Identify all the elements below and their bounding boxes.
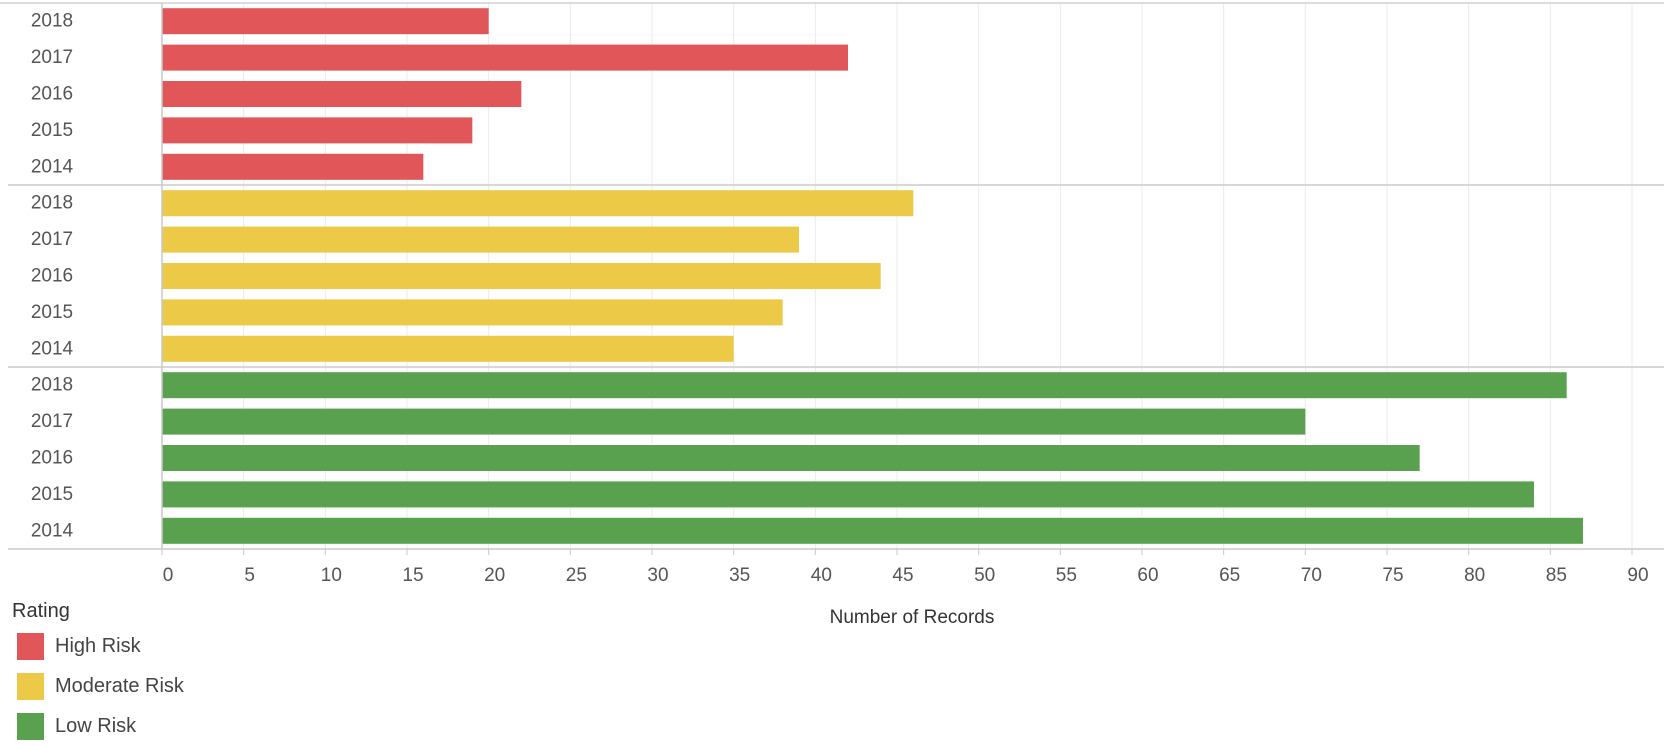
panel-divider-layer <box>0 2 1664 550</box>
x-tick-label-60: 60 <box>1137 565 1158 586</box>
bar-low-risk-2016[interactable] <box>162 445 1420 471</box>
bar-low-risk-2014[interactable] <box>162 517 1583 544</box>
legend-swatch-moderate-risk <box>17 672 44 700</box>
x-tick-label-10: 10 <box>321 565 342 586</box>
bar-layer <box>162 8 1583 544</box>
legend-label-high-risk: High Risk <box>55 634 141 657</box>
legend-title: Rating <box>12 600 70 622</box>
x-tick-label-20: 20 <box>484 565 505 586</box>
bar-moderate-risk-2018[interactable] <box>162 190 914 217</box>
x-tick-label-75: 75 <box>1382 565 1403 586</box>
x-tick-label-45: 45 <box>892 565 913 586</box>
bar-moderate-risk-2016[interactable] <box>162 263 881 289</box>
legend-swatch-high-risk <box>17 632 44 660</box>
bar-moderate-risk-2015[interactable] <box>162 299 783 326</box>
legend-swatch-low-risk <box>17 712 44 740</box>
bar-high-risk-2015[interactable] <box>162 117 473 144</box>
bar-moderate-risk-2014[interactable] <box>162 335 734 362</box>
year-label-low-risk-2017: 2017 <box>31 411 73 432</box>
x-tick-label-80: 80 <box>1464 565 1485 586</box>
x-tick-label-0: 0 <box>163 565 174 586</box>
year-label-high-risk-2018: 2018 <box>31 11 73 32</box>
year-label-moderate-risk-2015: 2015 <box>31 302 73 323</box>
x-axis-tick-layer: 0 5 10 15 20 25 30 35 40 45 50 55 60 65 70 75 80 85 90 <box>161 549 1649 586</box>
legend-item-low-risk[interactable]: Low Risk <box>12 706 272 746</box>
year-label-low-risk-2016: 2016 <box>31 448 73 469</box>
x-axis-title: Number of Records <box>830 607 995 628</box>
legend-item-moderate-risk[interactable]: Moderate Risk <box>12 666 272 706</box>
x-tick-label-65: 65 <box>1219 565 1240 586</box>
x-tick-label-35: 35 <box>729 565 750 586</box>
year-label-moderate-risk-2014: 2014 <box>31 338 74 359</box>
year-label-low-risk-2014: 2014 <box>31 520 74 541</box>
year-label-high-risk-2016: 2016 <box>31 84 73 105</box>
legend-label-moderate-risk: Moderate Risk <box>55 674 184 697</box>
year-label-low-risk-2018: 2018 <box>31 375 73 396</box>
x-tick-label-50: 50 <box>974 565 995 586</box>
legend: Rating High Risk Moderate Risk Low Risk <box>12 596 272 746</box>
x-tick-label-25: 25 <box>566 565 587 586</box>
x-tick-label-40: 40 <box>811 565 832 586</box>
bar-low-risk-2018[interactable] <box>162 372 1567 399</box>
x-tick-label-70: 70 <box>1301 565 1322 586</box>
bar-high-risk-2014[interactable] <box>162 153 424 180</box>
year-label-low-risk-2015: 2015 <box>31 484 73 505</box>
year-label-layer: 2018 2017 2016 2015 2014 2018 2017 2016 2015 2014… <box>31 11 74 542</box>
year-label-moderate-risk-2017: 2017 <box>31 229 73 250</box>
bar-low-risk-2015[interactable] <box>162 481 1534 508</box>
bar-low-risk-2017[interactable] <box>162 408 1306 435</box>
bar-moderate-risk-2017[interactable] <box>162 226 799 253</box>
x-tick-label-5: 5 <box>244 565 255 586</box>
x-tick-label-90: 90 <box>1627 565 1648 586</box>
year-label-high-risk-2015: 2015 <box>31 120 73 141</box>
year-label-moderate-risk-2016: 2016 <box>31 266 73 287</box>
x-tick-label-55: 55 <box>1056 565 1077 586</box>
x-tick-label-85: 85 <box>1546 565 1567 586</box>
bar-high-risk-2017[interactable] <box>162 44 848 71</box>
x-tick-label-15: 15 <box>402 565 423 586</box>
bar-high-risk-2016[interactable] <box>162 81 522 107</box>
legend-label-low-risk: Low Risk <box>55 714 137 737</box>
year-label-moderate-risk-2018: 2018 <box>31 193 73 214</box>
x-tick-label-30: 30 <box>647 565 668 586</box>
year-label-high-risk-2014: 2014 <box>31 156 74 177</box>
year-label-high-risk-2017: 2017 <box>31 47 73 68</box>
legend-item-high-risk[interactable]: High Risk <box>12 626 272 666</box>
bar-high-risk-2018[interactable] <box>162 8 489 35</box>
